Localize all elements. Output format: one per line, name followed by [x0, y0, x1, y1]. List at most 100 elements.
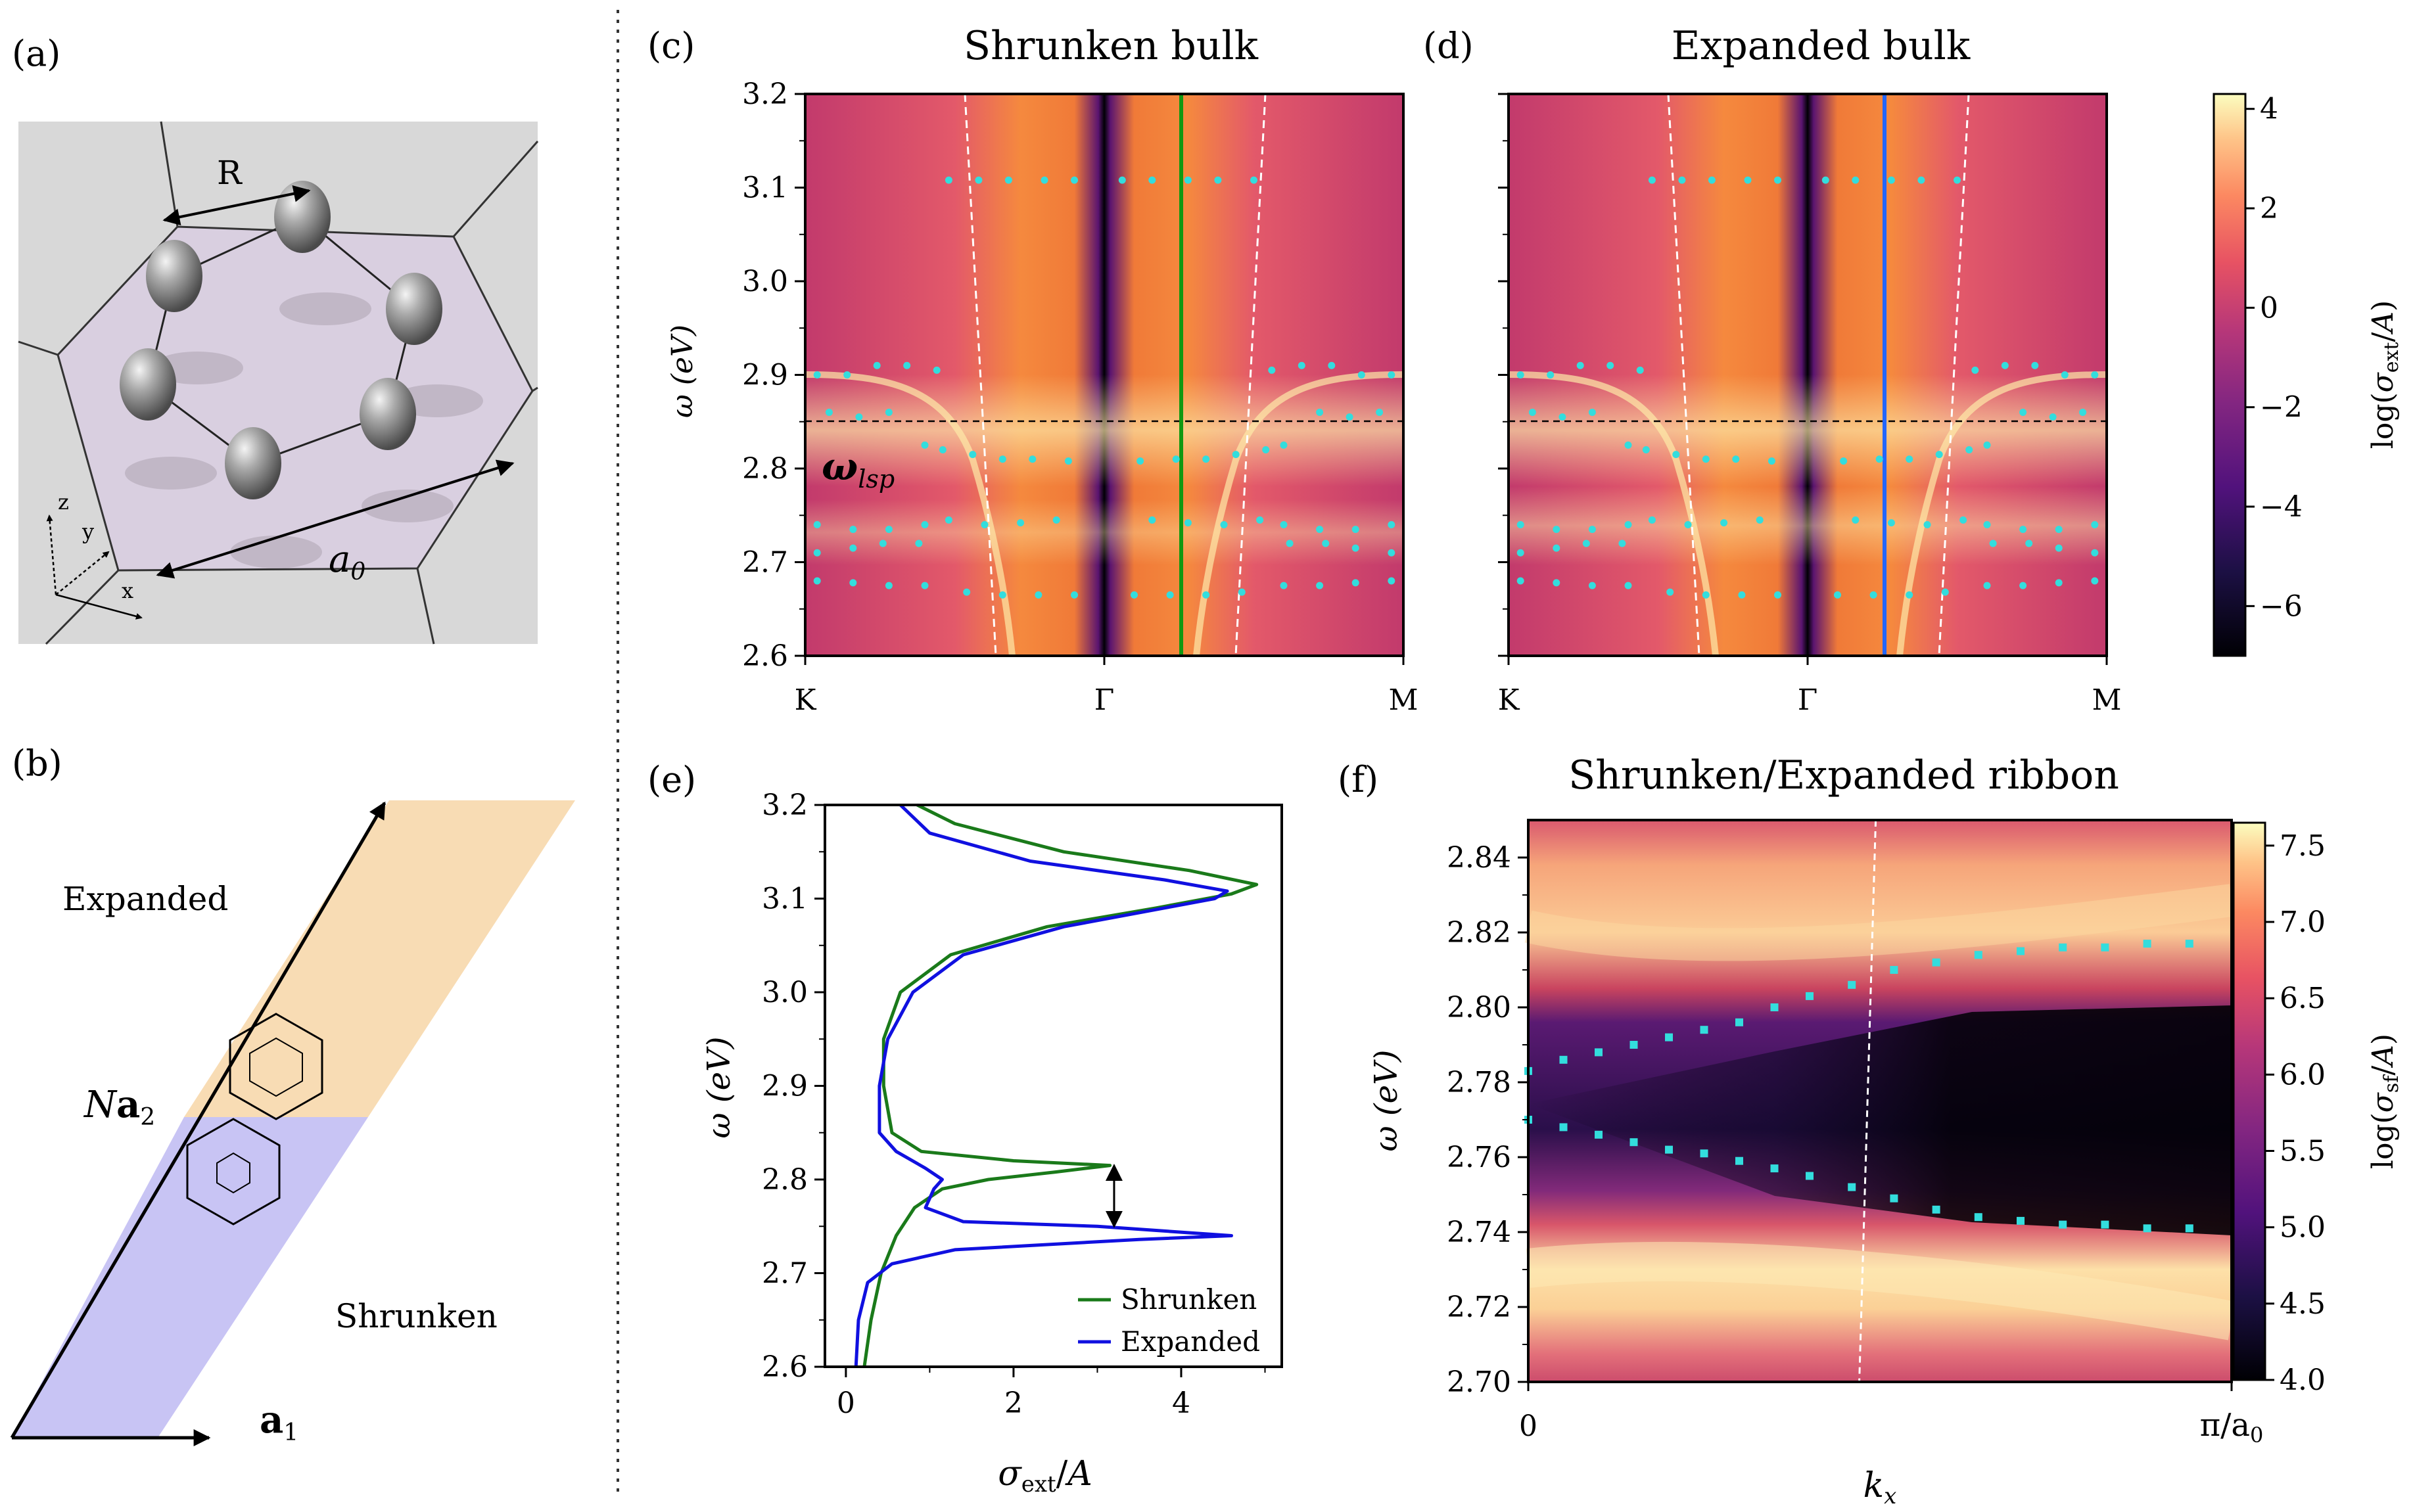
mode-dot: [813, 549, 821, 557]
axis-y: y: [82, 519, 94, 544]
mode-dot: [975, 176, 983, 184]
axis-x: x: [122, 578, 133, 603]
mode-dot: [1648, 516, 1656, 524]
chart-f-yaxis: 2.70 2.72 2.74 2.76 2.78 2.80 2.82 2.84: [1447, 841, 1528, 1399]
chart-c-xaxis: K Γ M: [795, 656, 1418, 717]
mode-dot: [1806, 1172, 1814, 1180]
panel-label-b: (b): [12, 743, 62, 784]
chart-f-xtick-0: 0: [1519, 1409, 1537, 1443]
mode-dot: [1941, 588, 1949, 596]
mode-dot: [1989, 539, 1997, 547]
mode-dot: [921, 441, 929, 449]
chart-e-series-expanded: [854, 804, 1233, 1367]
chart-e-ylabel: ω (eV): [701, 1037, 738, 1139]
mode-dot: [879, 539, 887, 547]
mode-dot: [1935, 451, 1943, 459]
R-arrow: [162, 185, 311, 226]
mode-dot: [1672, 451, 1680, 459]
chart-f-ytick-label: 2.78: [1447, 1066, 1511, 1099]
chart-f-ytick-label: 2.76: [1447, 1141, 1511, 1174]
mode-dot: [1346, 413, 1353, 421]
mode-dot: [2019, 526, 2027, 534]
mode-dot: [1588, 526, 1596, 534]
mode-dot: [1869, 591, 1877, 599]
mode-dot: [1702, 455, 1710, 463]
mode-dot: [1017, 519, 1025, 527]
colorbar-2-ticks: 7.5 7.0 6.5 6.0 5.5 5.0 4.5 4.0: [2265, 829, 2326, 1397]
mode-dot: [813, 577, 821, 585]
mode-dot: [1220, 521, 1228, 528]
legend-shrunken-label: Shrunken: [1121, 1283, 1257, 1316]
mode-dot: [1983, 582, 1991, 589]
chart-f-ytick-label: 2.72: [1447, 1291, 1511, 1324]
mode-dot: [1184, 176, 1192, 184]
mode-dot: [1852, 516, 1860, 524]
mode-dot: [1328, 361, 1336, 369]
mode-dot: [1852, 176, 1860, 184]
mode-dot: [1262, 446, 1270, 453]
mode-dot: [2101, 943, 2109, 951]
colorbar-2-bar: [2232, 821, 2266, 1381]
panel-label-d: (d): [1423, 25, 1474, 66]
chart-d-yaxis: [1498, 93, 1509, 657]
mode-dot: [2055, 579, 2063, 587]
chart-f-ytick-label: 2.70: [1447, 1365, 1511, 1399]
mode-dot: [1202, 591, 1210, 599]
chart-e-yaxis: 2.6 2.7 2.8 2.9 3.0 3.1 3.2: [762, 789, 825, 1384]
colorbar-2-tick-label: 5.5: [2280, 1135, 2326, 1168]
chart-d-xtick-Gamma: Γ: [1798, 683, 1818, 717]
mode-dot: [1528, 409, 1536, 416]
mode-dot: [1576, 361, 1584, 369]
shrunken-label: Shrunken: [335, 1297, 498, 1335]
mode-dot: [1618, 539, 1626, 547]
mode-dot: [1351, 544, 1359, 552]
mode-dot: [2025, 539, 2033, 547]
mode-dot: [1735, 1018, 1743, 1026]
mode-dot: [813, 521, 821, 528]
chart-c-ytick-label: 2.9: [742, 359, 788, 392]
mode-dot: [1136, 457, 1144, 465]
chart-d-mode-dots: [1516, 176, 2099, 599]
sphere: [120, 348, 176, 421]
mode-dot: [825, 409, 833, 416]
Na2-arrow: [10, 801, 387, 1439]
mode-dot: [1238, 588, 1246, 596]
chart-f-xtick-pi: π/a0: [2200, 1407, 2264, 1448]
mode-dot: [1700, 1149, 1708, 1158]
chart-c-band-mid: [805, 499, 1403, 565]
mode-dot: [1595, 1048, 1603, 1057]
mode-dot: [2101, 1220, 2109, 1229]
mode-dot: [2059, 1220, 2067, 1229]
mode-dot: [2091, 371, 2099, 378]
mode-dot: [1971, 366, 1979, 374]
chart-e-ytick-label: 2.7: [762, 1257, 808, 1291]
chart-c: Shrunken bulk ωlsp 2.6 2.7 2.8 2.9 3.0 3.1 3.2…: [666, 23, 1418, 717]
colorbar-2-tick-label: 6.0: [2280, 1058, 2326, 1091]
mode-dot: [1351, 579, 1359, 587]
mode-dot: [2091, 577, 2099, 585]
mode-dot: [1770, 1003, 1779, 1011]
panel-label-e: (e): [647, 759, 696, 800]
mode-dot: [1268, 366, 1276, 374]
colorbar-1-tick-label: 2: [2260, 192, 2278, 225]
mode-dot: [2019, 582, 2027, 589]
mode-dot: [2185, 940, 2193, 948]
chart-e-legend: Shrunken Expanded: [1078, 1283, 1260, 1358]
sphere: [360, 378, 416, 450]
mode-dot: [1516, 577, 1524, 585]
mode-dot: [1351, 526, 1359, 534]
mode-dot: [1774, 176, 1781, 184]
colorbar-1-ticks: 4 2 0 −2 −4 −6: [2245, 93, 2303, 623]
mode-dot: [1917, 176, 1925, 184]
mode-dot: [1665, 1145, 1673, 1154]
mode-dot: [1834, 591, 1841, 599]
mode-dot: [1298, 361, 1305, 369]
chart-e-ytick-label: 2.8: [762, 1163, 808, 1197]
chart-d-lightline-left: [1667, 93, 1700, 656]
chart-e-xtick-label: 2: [1004, 1386, 1023, 1420]
mode-dot: [1588, 582, 1596, 589]
mode-dot: [1071, 176, 1078, 184]
mode-dot: [1071, 591, 1078, 599]
panel-label-c: (c): [647, 25, 695, 66]
